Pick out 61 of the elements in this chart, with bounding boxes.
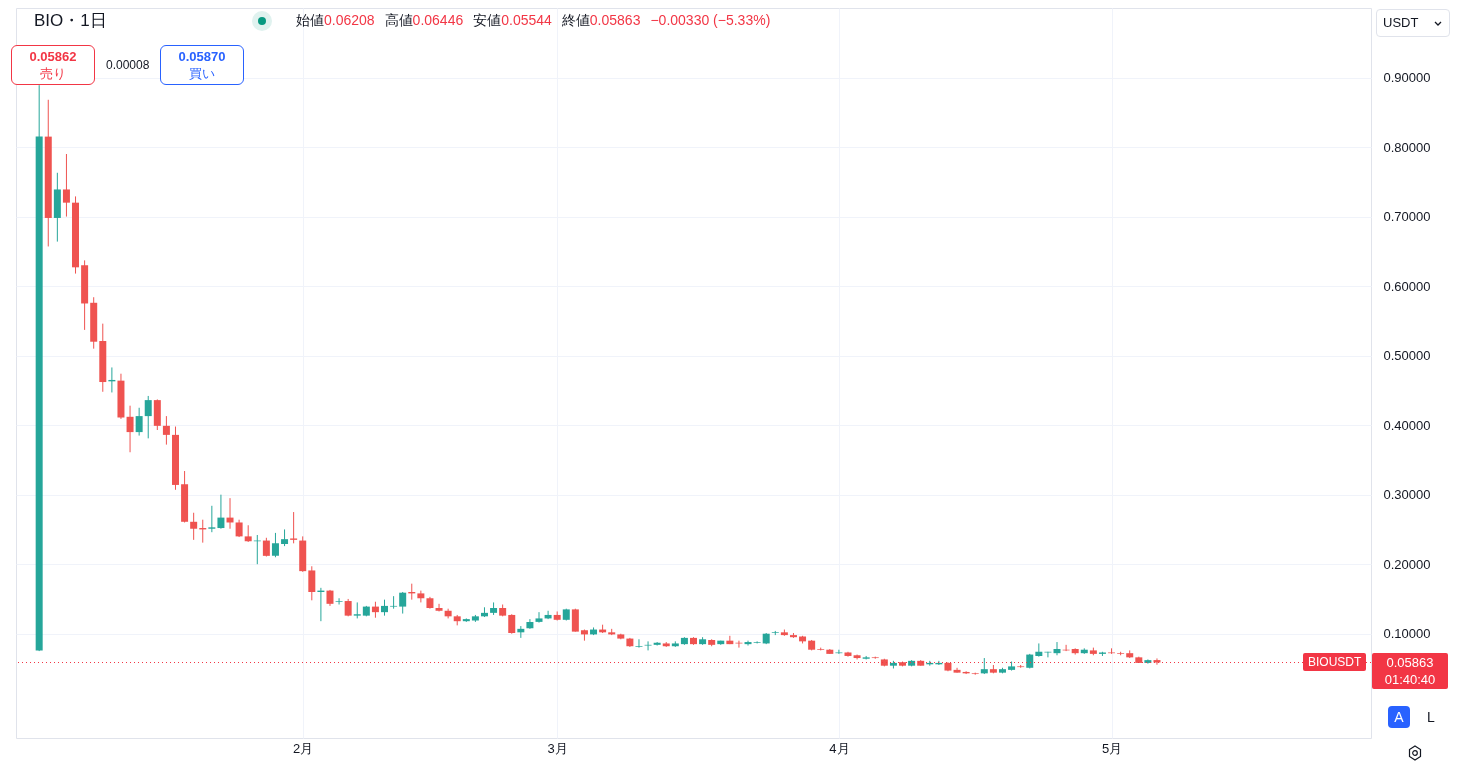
y-tick-label: 0.30000 xyxy=(1383,487,1431,503)
candlestick xyxy=(144,395,152,439)
x-tick-label: 2月 xyxy=(293,740,314,756)
y-tick-label: 0.90000 xyxy=(1383,70,1431,86)
y-tick-label: 0.70000 xyxy=(1383,209,1431,225)
candlestick xyxy=(126,405,134,453)
candlestick xyxy=(399,591,407,615)
annotation: BIOUSDT xyxy=(1303,653,1367,672)
candlestick xyxy=(190,512,198,541)
candlestick xyxy=(508,613,516,635)
annotation: 買い xyxy=(188,65,216,82)
y-tick-label: 0.80000 xyxy=(1383,139,1431,155)
annotation: 0.06208 xyxy=(324,12,375,30)
candlestick xyxy=(162,415,170,446)
candlestick xyxy=(835,649,843,655)
candlestick xyxy=(744,640,752,647)
text: A xyxy=(1388,706,1410,728)
annotation: 0.05863 xyxy=(589,12,641,30)
text: L xyxy=(1426,708,1436,727)
candlestick xyxy=(753,640,761,644)
annotation: 高値 xyxy=(384,12,413,30)
y-tick-label: 0.50000 xyxy=(1383,348,1431,364)
candlestick xyxy=(335,597,343,606)
y-tick-label: 0.20000 xyxy=(1383,556,1431,572)
candlestick xyxy=(535,611,543,624)
ref-line-label: 0.05863 xyxy=(1385,654,1435,672)
annotation: 安値 xyxy=(473,12,502,30)
candlestick xyxy=(308,565,316,601)
x-tick-label: 3月 xyxy=(547,740,568,756)
candlestick xyxy=(271,532,279,558)
candlestick xyxy=(635,638,643,649)
candlestick xyxy=(644,640,652,651)
candlestick xyxy=(262,537,270,558)
candlestick xyxy=(135,407,143,437)
annotation: 0.06446 xyxy=(412,12,464,30)
annotation: 売り xyxy=(39,65,67,82)
candlestick xyxy=(290,511,298,544)
candlestick xyxy=(217,494,225,530)
candlestick xyxy=(208,505,216,533)
candlestick xyxy=(417,590,425,603)
x-tick-label: 4月 xyxy=(829,740,850,756)
y-tick-label: 0.60000 xyxy=(1383,278,1431,294)
y-tick-label: 0.10000 xyxy=(1383,626,1431,642)
annotation: 0.00008 xyxy=(106,58,150,72)
annotation: 0.05870 xyxy=(177,48,227,65)
candlestick xyxy=(390,595,398,610)
candlestick xyxy=(1053,641,1061,656)
annotation: 0.05862 xyxy=(28,48,78,65)
annotation: −0.00330 (−5.33%) xyxy=(650,12,771,30)
annotation: 終値 xyxy=(561,12,590,30)
y-axis-title: USDT xyxy=(1383,15,1419,30)
candlestick xyxy=(653,641,661,647)
text: 01:40:40 xyxy=(1383,671,1437,689)
candlestick xyxy=(435,603,443,612)
y-tick-label: 0.40000 xyxy=(1383,417,1431,433)
annotation: 0.05544 xyxy=(501,12,552,30)
x-tick-label: 5月 xyxy=(1101,740,1123,756)
chart-title: BIO・1日 xyxy=(34,10,107,32)
candlestick xyxy=(62,153,70,218)
candlestick xyxy=(1144,658,1152,665)
annotation: 始値 xyxy=(296,12,324,30)
